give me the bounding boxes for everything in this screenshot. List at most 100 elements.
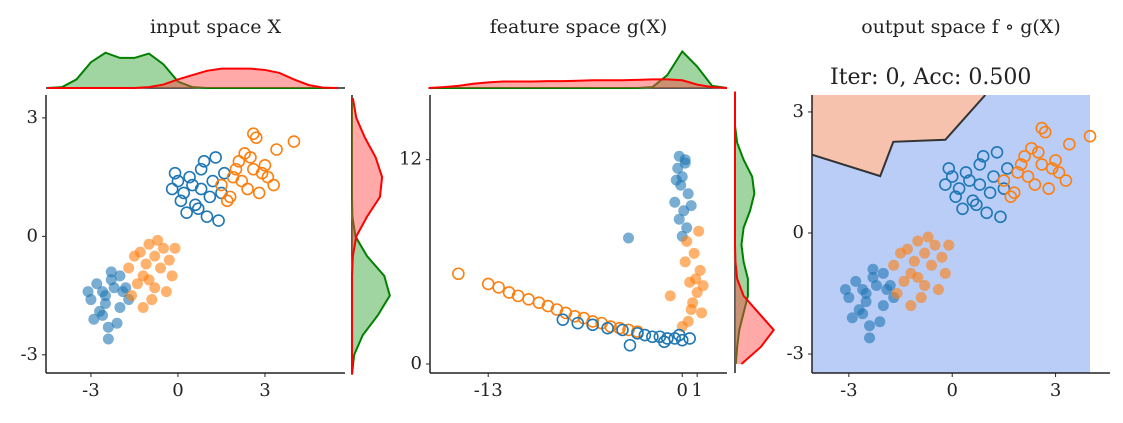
panel-subtitle: Iter: 0, Acc: 0.500 (830, 65, 1031, 90)
point (287, 135, 301, 148)
point (661, 332, 674, 345)
point (673, 213, 685, 225)
point (169, 242, 181, 254)
y-tick-label: 3 (27, 107, 38, 128)
point (898, 275, 910, 287)
point (82, 286, 94, 298)
point (959, 166, 973, 179)
point (165, 182, 179, 196)
point (1028, 178, 1042, 191)
decision-boundary (812, 95, 987, 178)
y-tick-label: -3 (786, 343, 804, 364)
point (905, 300, 917, 312)
point (168, 166, 182, 180)
point (177, 186, 191, 200)
y-tick-label: 12 (399, 149, 422, 170)
point (980, 206, 993, 220)
point (111, 317, 123, 329)
point (143, 274, 155, 286)
point (143, 238, 155, 250)
margin-density (734, 91, 756, 365)
point (672, 328, 686, 342)
point (126, 290, 138, 302)
point (693, 225, 705, 237)
point (152, 234, 164, 246)
point (200, 210, 214, 223)
point (926, 259, 938, 271)
margin-density (428, 78, 728, 89)
decision-area (812, 95, 986, 177)
x-tick-label: -3 (840, 380, 858, 401)
point (481, 277, 495, 291)
point (586, 315, 599, 328)
point (1063, 137, 1076, 151)
point (658, 335, 671, 349)
point (966, 194, 980, 208)
point (149, 282, 161, 294)
point (247, 127, 260, 140)
point (874, 316, 886, 328)
point (197, 155, 211, 168)
point (120, 282, 132, 294)
margin-area (47, 52, 338, 88)
point (270, 143, 283, 156)
point (102, 333, 114, 345)
x-tick-label: 3 (1050, 380, 1061, 401)
point (976, 150, 990, 163)
point (194, 162, 208, 176)
point (994, 210, 1007, 224)
point (983, 186, 997, 199)
point (209, 151, 222, 164)
point (194, 182, 208, 196)
point (114, 270, 126, 282)
point (973, 158, 987, 171)
point (149, 250, 161, 262)
point (155, 262, 167, 274)
x-tick-label: 0 (676, 380, 687, 401)
point (601, 321, 614, 335)
point (949, 190, 962, 203)
point (1007, 186, 1021, 199)
y-tick-label: 3 (793, 101, 804, 122)
point (568, 310, 582, 323)
point (180, 206, 193, 219)
point (163, 254, 175, 266)
point (134, 246, 146, 258)
point (114, 301, 126, 313)
point (973, 178, 987, 191)
point (864, 332, 876, 344)
point (891, 288, 903, 300)
point (623, 338, 637, 352)
point (943, 239, 955, 251)
x-tick-label: 3 (259, 380, 270, 401)
plot-area (82, 127, 301, 345)
point (191, 202, 205, 216)
plot-area (812, 95, 1097, 373)
point (922, 231, 934, 243)
point (452, 267, 465, 281)
point (932, 283, 944, 295)
point (681, 235, 693, 247)
point (171, 174, 185, 188)
point (631, 327, 644, 340)
point (267, 178, 280, 192)
point (688, 247, 700, 259)
margin-area (352, 98, 383, 375)
point (220, 194, 234, 208)
point (681, 222, 693, 234)
point (877, 267, 889, 279)
point (215, 178, 228, 192)
point (901, 243, 913, 255)
margin-density (47, 51, 338, 89)
point (1014, 158, 1028, 171)
point (123, 262, 135, 274)
point (697, 280, 709, 292)
point (1025, 141, 1038, 155)
point (884, 279, 896, 291)
x-tick-label: 1 (691, 380, 702, 401)
point (1038, 125, 1052, 139)
point (888, 259, 900, 271)
point (694, 264, 706, 276)
point (616, 323, 629, 337)
point (860, 296, 872, 308)
